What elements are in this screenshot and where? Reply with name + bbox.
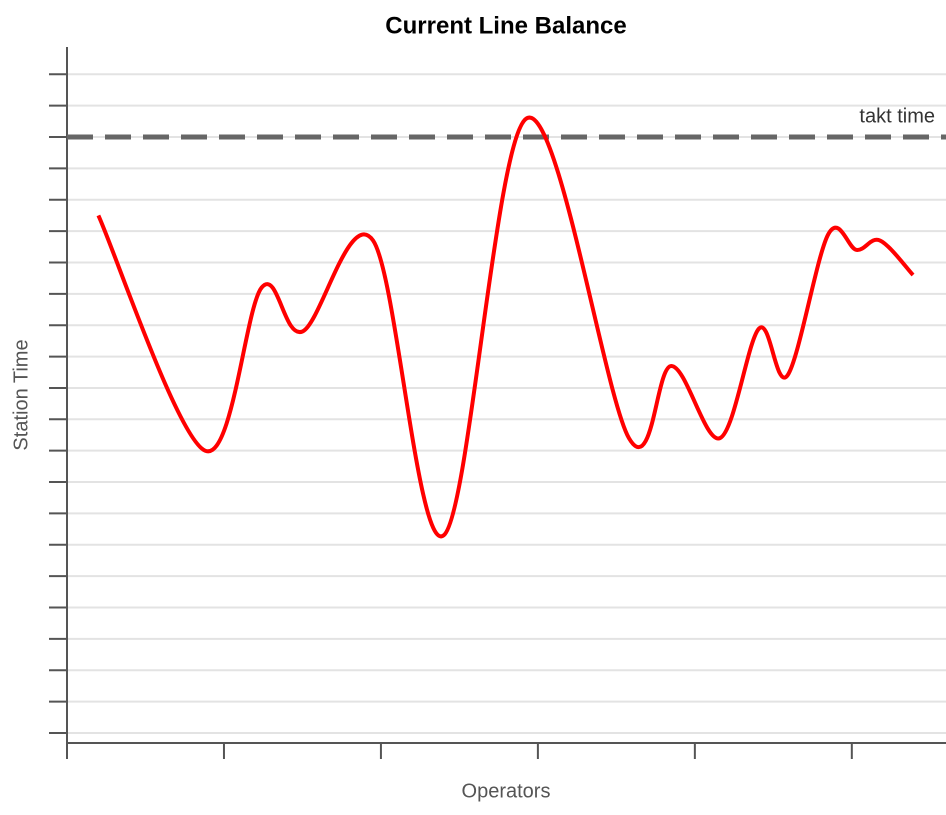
y-axis-label: Station Time: [10, 339, 32, 450]
chart-title: Current Line Balance: [385, 12, 626, 39]
takt-label: takt time: [859, 105, 935, 127]
x-axis-label: Operators: [462, 780, 551, 802]
line: [96, 116, 915, 539]
